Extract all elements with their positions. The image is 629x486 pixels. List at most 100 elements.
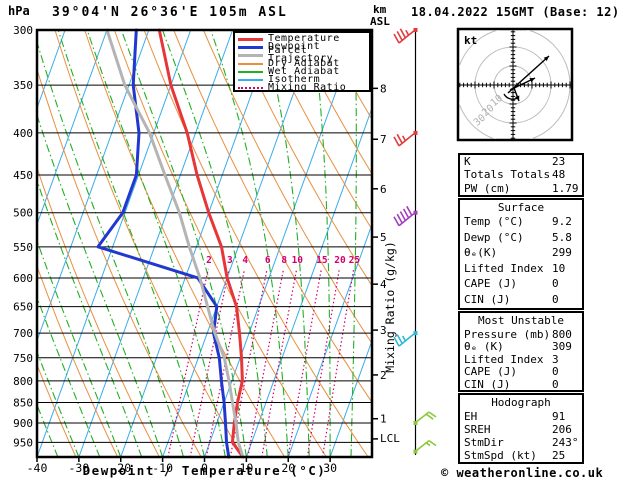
mixing-ratio-value-label: 20 xyxy=(334,255,346,266)
legend-label: Dry Adiabat xyxy=(268,57,340,69)
pressure-tick-label: 700 xyxy=(13,327,33,340)
wind-barb-feather xyxy=(428,439,437,447)
km-tick-label: 4 xyxy=(380,278,387,291)
stat-value: 800 xyxy=(552,328,572,341)
pressure-tick-label: 500 xyxy=(13,207,33,220)
legend-item: Dewpoint xyxy=(238,42,369,52)
stat-row: θₑ (K) 309 xyxy=(460,340,582,354)
stat-label: SREH xyxy=(464,423,491,436)
dry-adiabat-line xyxy=(143,30,369,457)
dry-adiabat-line xyxy=(292,30,372,175)
wet-adiabat-line xyxy=(210,30,289,457)
stat-value: 23 xyxy=(552,155,566,168)
pressure-axis-unit: hPa xyxy=(8,4,30,18)
wind-barb-feather xyxy=(393,136,400,147)
stat-row: Pressure (mb) 800 xyxy=(460,328,582,341)
isotherm-line xyxy=(78,30,234,457)
stat-label: EH xyxy=(464,410,478,423)
mixing-ratio-value-label: 2 xyxy=(206,255,212,266)
wind-barb xyxy=(393,28,418,44)
altitude-axis-unit-km: km xyxy=(373,3,387,16)
copyright-credit: © weatheronline.co.uk xyxy=(441,466,604,480)
page-title: 39°04'N 26°36'E 105m ASL xyxy=(52,5,288,20)
wind-barb-feather xyxy=(393,336,400,347)
mixing-ratio-line xyxy=(167,268,209,457)
stat-value: 1.79 xyxy=(552,181,579,195)
stat-row: CIN (J) 0 xyxy=(460,293,582,309)
stat-row: CAPE (J) 0 xyxy=(460,277,582,293)
wet-adiabat-line xyxy=(57,30,206,457)
stat-label: StmSpd (kt) xyxy=(464,449,537,462)
isotherm-line xyxy=(120,30,275,457)
pressure-tick-label: 600 xyxy=(13,272,33,285)
stat-value: 309 xyxy=(552,340,572,354)
hodograph-vector-arrowhead xyxy=(543,56,549,62)
temp-tick-label: 30 xyxy=(323,461,337,475)
legend-item: Mixing Ratio xyxy=(238,83,369,93)
stat-value: 91 xyxy=(552,410,566,423)
stat-value: 0 xyxy=(552,377,559,391)
stat-label: CIN (J) xyxy=(464,377,511,391)
pressure-tick-label: 300 xyxy=(13,24,33,37)
stat-label: Totals Totals xyxy=(464,168,551,182)
stat-value: 299 xyxy=(552,246,572,259)
pressure-tick-label: 850 xyxy=(13,397,33,410)
stat-value: 206 xyxy=(552,423,572,436)
hodograph-vector-arrowhead xyxy=(515,95,520,101)
pressure-tick-label: 750 xyxy=(13,352,33,365)
legend-swatch-thick xyxy=(238,45,263,49)
stat-label: Pressure (mb) xyxy=(464,328,551,341)
legend-swatch-thick xyxy=(238,53,263,57)
isotherm-line xyxy=(287,222,372,457)
wind-barb-half-feather xyxy=(401,135,407,142)
stat-value: 25 xyxy=(552,449,566,462)
legend-item: Temperature xyxy=(238,34,369,44)
mixing-ratio-value-label: 25 xyxy=(349,255,361,266)
stat-row: θₑ(K) 299 xyxy=(460,246,582,262)
wet-adiabat-line xyxy=(37,350,80,457)
dry-adiabat-line xyxy=(173,30,372,404)
wind-barb-shaft xyxy=(398,332,416,347)
wind-barb-feather xyxy=(396,133,403,144)
stat-box-indices: K 23 Totals Totals 48 PW (cm) 1.79 xyxy=(458,153,584,197)
wind-barb-shaft xyxy=(414,439,430,453)
stat-label: Dewp (°C) xyxy=(464,230,524,244)
mixing-ratio-value-label: 6 xyxy=(265,255,271,266)
wet-adiabat-line xyxy=(86,30,226,457)
dewpoint-curve xyxy=(96,28,231,459)
stat-value: 0 xyxy=(552,292,559,306)
mixing-ratio-value-label: 10 xyxy=(292,255,304,266)
km-tick-label: 2 xyxy=(380,369,387,382)
legend-item: Wet Adiabat xyxy=(238,66,369,76)
isotherm-line xyxy=(162,30,317,457)
legend-swatch-thick xyxy=(238,37,263,41)
wind-barb-half-feather xyxy=(401,335,407,342)
stat-label: Lifted Index xyxy=(464,261,544,275)
stat-box-most-unstable: Most Unstable Pressure (mb) 800 θₑ (K) 309 Li… xyxy=(458,311,584,392)
legend-swatch-dotted xyxy=(238,87,263,90)
axis-ticks: 3003504004505005506006507007508008509009… xyxy=(13,24,387,475)
wind-barb-feather xyxy=(396,334,403,344)
wind-barb-feather xyxy=(396,31,403,41)
stat-value: 48 xyxy=(552,168,566,182)
stat-value: 0 xyxy=(552,277,559,290)
wind-barb-shaft xyxy=(398,29,416,44)
stat-row: Dewp (°C) 5.8 xyxy=(460,231,582,247)
wind-barb-feather xyxy=(399,211,407,221)
pressure-tick-label: 400 xyxy=(13,127,33,140)
stat-row: CIN (J) 0 xyxy=(460,377,582,391)
wind-barb-node xyxy=(413,130,418,135)
temp-tick-label: -20 xyxy=(110,461,131,475)
wind-barb-feather xyxy=(428,411,437,418)
stat-box-header: Surface xyxy=(497,201,545,214)
mixing-ratio-line xyxy=(287,268,322,457)
stat-box-hodograph: Hodograph EH 91 SREH 206 StmDir 243° StmSpd (kt… xyxy=(458,393,584,464)
wind-barb-feather xyxy=(406,205,413,216)
stat-label: CAPE (J) xyxy=(464,365,517,379)
wind-barb-node xyxy=(413,28,418,32)
parcel-trajectory-curve xyxy=(105,28,245,459)
wind-barb-feather xyxy=(399,28,407,39)
legend-swatch-thin xyxy=(238,70,263,73)
